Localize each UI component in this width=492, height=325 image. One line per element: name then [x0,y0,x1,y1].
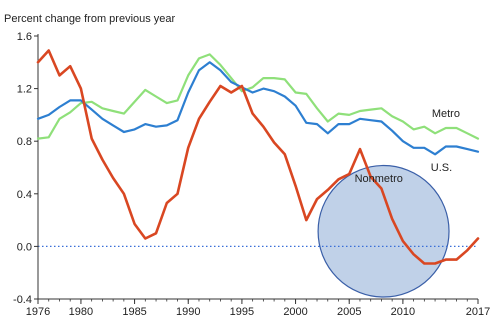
series-label-u-s: U.S. [431,162,452,174]
series-line-nonmetro [36,49,480,265]
x-tick-label: 2017 [466,306,490,318]
nonmetro-highlight-ellipse [317,164,450,298]
series-line-u-s [36,61,480,156]
x-tick-label: 2000 [283,306,307,318]
x-tick-label: 1985 [122,306,146,318]
y-tick-label: -0.4 [13,294,32,306]
series-line-metro [36,53,480,140]
y-tick-label: 0.4 [17,189,32,201]
series-layer [36,49,480,265]
x-tick-label: 2005 [337,306,361,318]
x-tick-label: 1995 [230,306,254,318]
x-tick-label: 1990 [176,306,200,318]
x-tick-label: 1976 [26,306,50,318]
y-tick-label: 1.2 [17,84,32,96]
series-label-layer: Metro U.S. Nonmetro [355,108,460,185]
highlight-layer [317,164,450,298]
chart-title: Percent change from previous year [4,13,176,25]
series-label-metro: Metro [432,108,460,120]
series-label-nonmetro: Nonmetro [355,173,403,185]
x-tick-label: 1980 [69,306,93,318]
y-tick-label: 0.8 [17,136,32,148]
x-tick-label: 2010 [391,306,415,318]
y-tick-label: 1.6 [17,31,32,43]
axes-layer: -0.4 0.0 0.4 0.8 1.2 1.6 1976 1980 1985 1990 1995 2… [13,31,490,318]
y-tick-label: 0.0 [17,241,32,253]
